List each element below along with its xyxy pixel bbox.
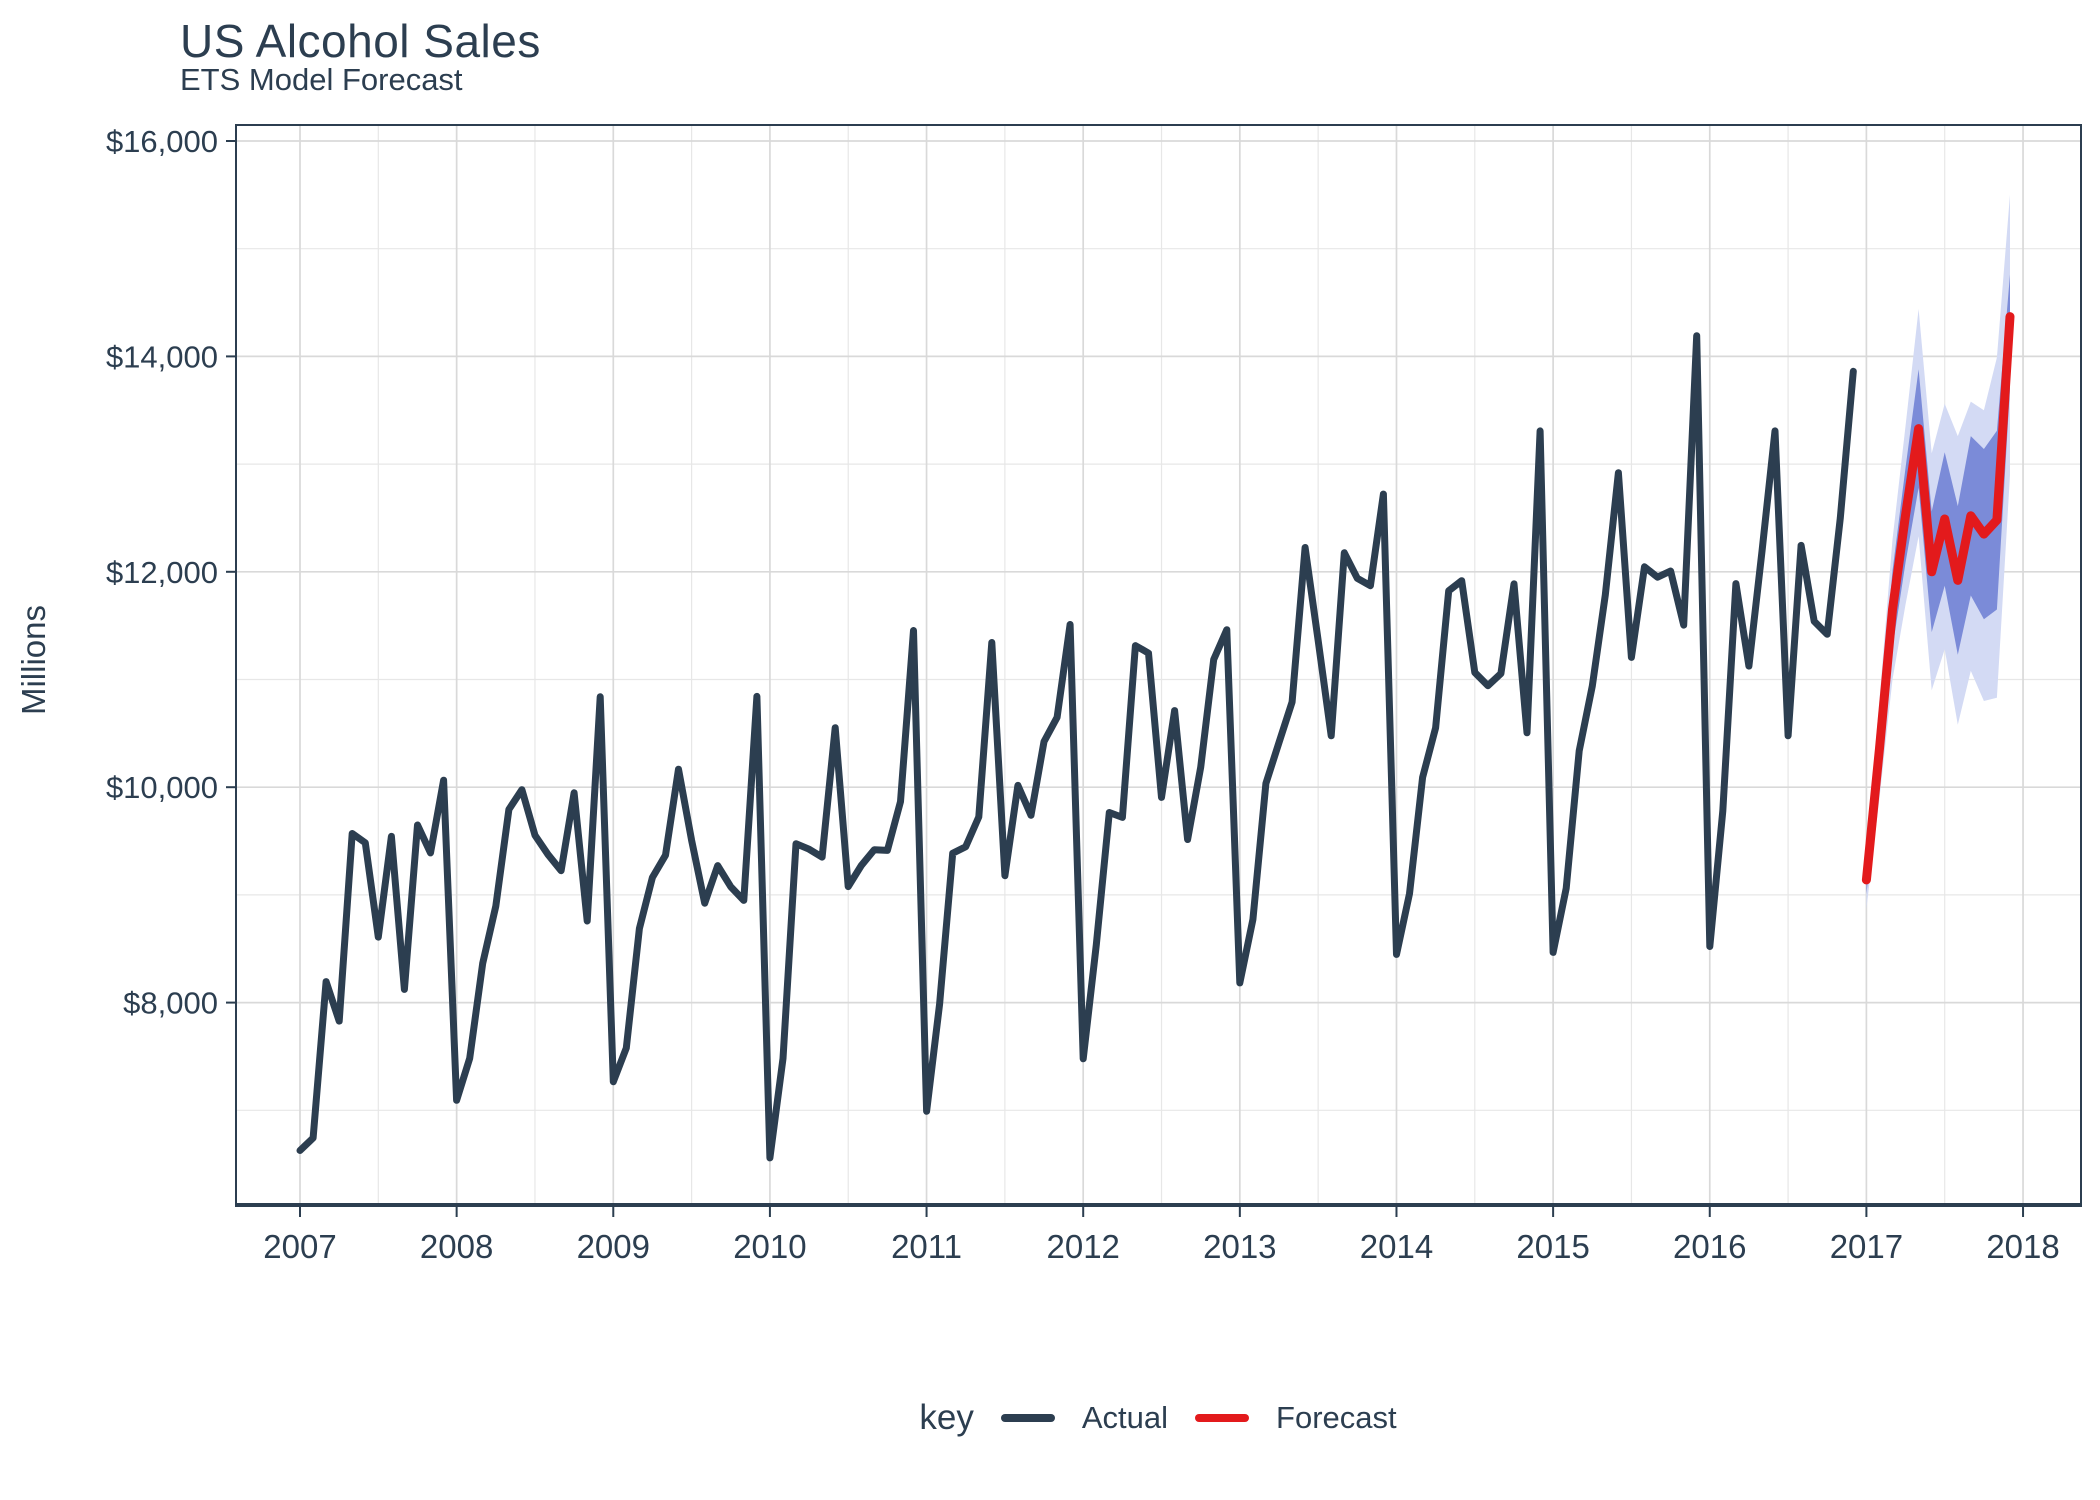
forecast-ribbon-80 — [1866, 274, 2010, 894]
forecast-line — [1861, 312, 2015, 885]
x-tick-label: 2013 — [1203, 1228, 1276, 1265]
legend-label-forecast: Forecast — [1276, 1400, 1397, 1435]
x-tick-label: 2012 — [1046, 1228, 1119, 1265]
x-tick-label: 2014 — [1360, 1228, 1433, 1265]
x-tick-label: 2017 — [1830, 1228, 1903, 1265]
legend: key Actual Forecast — [0, 1398, 2100, 1438]
legend-label-actual: Actual — [1081, 1400, 1169, 1435]
panel-background — [236, 125, 2081, 1205]
legend-title: key — [919, 1398, 974, 1437]
x-tick-label: 2011 — [891, 1228, 962, 1265]
y-tick-label: $10,000 — [106, 770, 218, 805]
y-axis-title: Millions — [15, 604, 52, 716]
y-tick-label: $16,000 — [106, 124, 218, 159]
y-tick-label: $8,000 — [123, 986, 218, 1021]
x-tick-label: 2007 — [263, 1228, 336, 1265]
x-tick-label: 2009 — [577, 1228, 650, 1265]
y-tick-label: $14,000 — [106, 339, 218, 374]
x-tick-label: 2016 — [1673, 1228, 1746, 1265]
x-tick-label: 2015 — [1516, 1228, 1589, 1265]
x-tick-label: 2010 — [733, 1228, 806, 1265]
actual-line — [296, 332, 1857, 1162]
y-tick-label: $12,000 — [106, 555, 218, 590]
chart-title: US Alcohol Sales — [180, 15, 541, 67]
legend-swatch-actual — [1000, 1414, 1055, 1422]
chart-subtitle: ETS Model Forecast — [180, 62, 463, 97]
legend-swatch-forecast — [1195, 1414, 1250, 1422]
x-tick-label: 2008 — [420, 1228, 493, 1265]
x-tick-label: 2018 — [1986, 1228, 2059, 1265]
